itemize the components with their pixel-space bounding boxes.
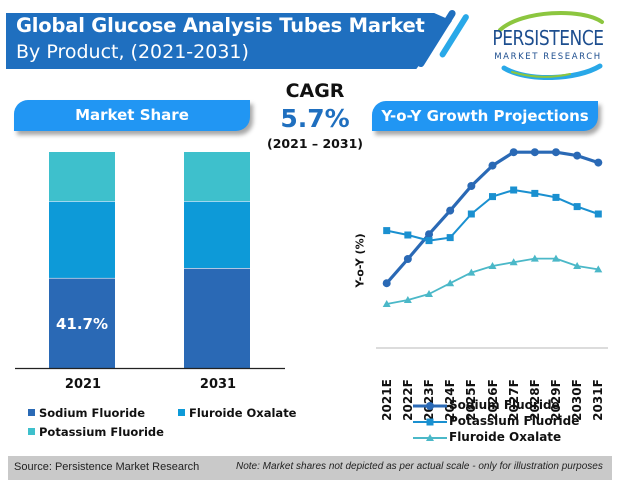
legend-swatch xyxy=(178,409,185,416)
data-point-sodium-fluoride xyxy=(403,255,412,263)
data-point-potassium-fluoride xyxy=(552,193,560,201)
bar-segment-fluroide-oxalate xyxy=(49,201,115,278)
data-point-fluroide-oxalate xyxy=(530,254,539,262)
logo-subtitle: MARKET RESEARCH xyxy=(494,52,602,62)
source-text: Source: Persistence Market Research xyxy=(14,461,200,473)
data-point-fluroide-oxalate xyxy=(425,290,434,297)
data-point-fluroide-oxalate xyxy=(382,300,391,307)
data-point-fluroide-oxalate xyxy=(488,262,497,269)
data-point-sodium-fluoride xyxy=(446,206,455,215)
line-legend-sodium-fluoride: Sodium Fluoride xyxy=(413,398,560,412)
data-point-sodium-fluoride xyxy=(467,182,476,190)
legend-swatch xyxy=(28,428,35,435)
legend-label: Fluroide Oxalate xyxy=(449,430,562,444)
line-legend-fluroide-oxalate: Fluroide Oxalate xyxy=(413,430,561,444)
data-point-sodium-fluoride xyxy=(488,161,497,170)
triangle-marker-icon xyxy=(413,433,447,441)
footer-bar xyxy=(8,456,612,480)
legend-label: Sodium Fluoride xyxy=(39,406,146,420)
bar-category-label: 2031 xyxy=(199,377,237,392)
data-point-fluroide-oxalate xyxy=(509,258,518,266)
line-legend-potassium-fluoride: Potassium Fluoride xyxy=(413,414,579,428)
logo: PERSISTENCE MARKET RESEARCH xyxy=(482,8,614,80)
legend-label: Potassium Fluoride xyxy=(39,425,164,439)
legend-label: Fluroide Oxalate xyxy=(189,406,297,420)
bar-segment-sodium-fluoride xyxy=(49,277,115,368)
data-point-potassium-fluoride xyxy=(383,227,391,235)
data-point-fluroide-oxalate xyxy=(403,296,412,303)
legend-label: Potassium Fluoride xyxy=(449,414,580,428)
circle-marker-icon xyxy=(413,401,447,410)
square-marker-icon xyxy=(413,418,447,425)
data-point-potassium-fluoride xyxy=(489,193,496,201)
data-point-sodium-fluoride xyxy=(509,148,518,157)
data-point-sodium-fluoride xyxy=(530,148,539,157)
data-point-potassium-fluoride xyxy=(446,234,454,242)
data-point-sodium-fluoride xyxy=(425,230,434,239)
page-title: Global Glucose Analysis Tubes Market xyxy=(16,14,425,37)
legend-label: Sodium Fluoride xyxy=(449,398,560,412)
footnote-text: Note: Market shares not depicted as per … xyxy=(236,461,603,472)
bar-data-label: 41.7% xyxy=(56,315,108,333)
x-tick-label: 2031F xyxy=(591,379,606,421)
logo-name: PERSISTENCE xyxy=(492,26,604,50)
title-banner xyxy=(6,13,452,69)
data-point-fluroide-oxalate xyxy=(446,279,455,287)
legend-swatch xyxy=(28,409,35,416)
bar-category-label: 2021 xyxy=(64,377,102,392)
yoy-growth-chart xyxy=(376,148,608,349)
data-point-potassium-fluoride xyxy=(404,231,412,239)
legend-item-potassium-fluoride: Potassium Fluoride xyxy=(28,425,164,439)
data-point-sodium-fluoride xyxy=(382,279,391,288)
market-share-heading: Market Share xyxy=(14,100,250,131)
cagr-label: CAGR xyxy=(285,80,345,102)
data-point-fluroide-oxalate xyxy=(467,268,476,276)
data-point-potassium-fluoride xyxy=(467,210,475,218)
market-share-chart: 41.7% xyxy=(15,152,285,370)
data-point-fluroide-oxalate xyxy=(573,262,582,269)
data-point-sodium-fluoride xyxy=(573,151,582,160)
yoy-growth-heading: Y-o-Y Growth Projections xyxy=(372,101,598,131)
bar-segment-fluroide-oxalate xyxy=(184,201,250,268)
data-point-potassium-fluoride xyxy=(510,186,518,194)
legend-item-sodium-fluoride: Sodium Fluoride xyxy=(28,406,145,420)
logo-swoosh-icon xyxy=(498,11,604,80)
page-subtitle: By Product, (2021-2031) xyxy=(16,41,249,63)
data-point-sodium-fluoride xyxy=(551,148,560,157)
cagr-value: 5.7% xyxy=(280,104,350,133)
data-point-potassium-fluoride xyxy=(594,210,602,218)
bar-segment-sodium-fluoride xyxy=(184,267,250,368)
data-point-potassium-fluoride xyxy=(425,237,433,245)
cagr-period: (2021 – 2031) xyxy=(267,136,363,151)
bar-segment-potassium-fluoride xyxy=(184,152,250,202)
data-point-fluroide-oxalate xyxy=(594,265,603,273)
legend-item-fluroide-oxalate: Fluroide Oxalate xyxy=(178,406,297,420)
data-point-potassium-fluoride xyxy=(573,203,581,211)
data-point-potassium-fluoride xyxy=(531,189,539,197)
data-point-sodium-fluoride xyxy=(594,158,603,167)
x-tick-label: 2021E xyxy=(379,379,394,421)
bar-segment-potassium-fluoride xyxy=(49,152,115,202)
data-point-fluroide-oxalate xyxy=(551,254,560,262)
